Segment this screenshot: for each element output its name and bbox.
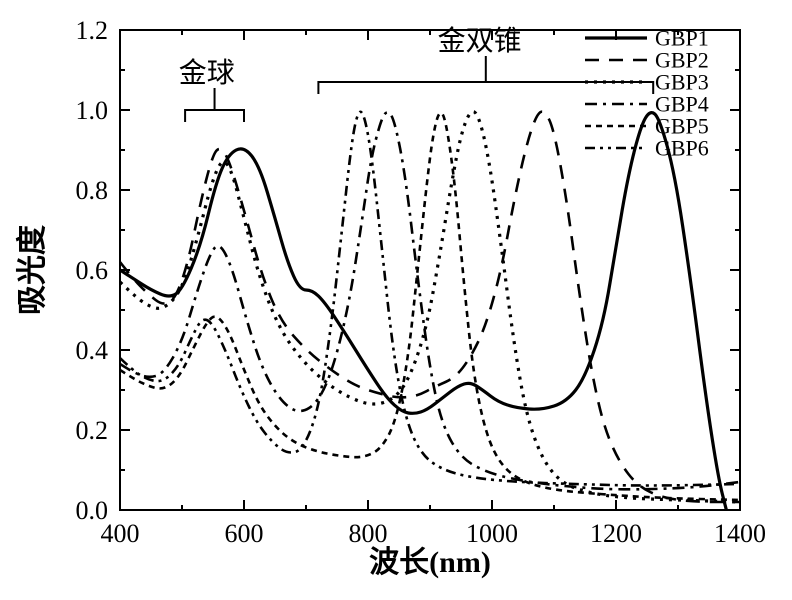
- x-axis-label: 波长(nm): [369, 546, 491, 579]
- spectrum-chart: 4006008001000120014000.00.20.40.60.81.01…: [0, 0, 792, 600]
- y-tick-label: 0.6: [76, 256, 109, 285]
- x-tick-label: 600: [225, 519, 264, 548]
- chart-root: 4006008001000120014000.00.20.40.60.81.01…: [0, 0, 792, 600]
- y-tick-label: 1.2: [76, 16, 109, 45]
- y-tick-label: 0.0: [76, 496, 109, 525]
- y-tick-label: 0.2: [76, 416, 109, 445]
- legend-label: GBP6: [655, 136, 709, 161]
- y-tick-label: 0.8: [76, 176, 109, 205]
- x-tick-label: 800: [349, 519, 388, 548]
- annotation-label: 金球: [179, 57, 235, 89]
- y-tick-label: 1.0: [76, 96, 109, 125]
- x-tick-label: 1000: [466, 519, 518, 548]
- annotation-label: 金双锥: [438, 25, 522, 57]
- x-tick-label: 1200: [590, 519, 642, 548]
- y-tick-label: 0.4: [76, 336, 109, 365]
- x-tick-label: 1400: [714, 519, 766, 548]
- y-axis-label: 吸光度: [16, 225, 49, 315]
